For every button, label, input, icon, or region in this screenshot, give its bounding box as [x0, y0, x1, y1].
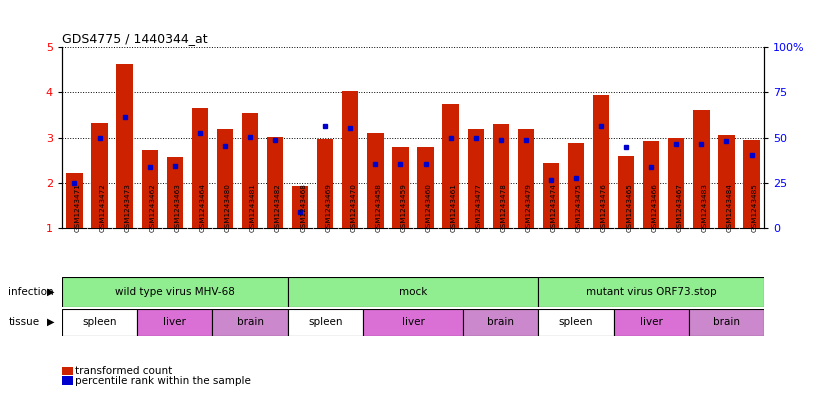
- Text: GSM1243471: GSM1243471: [74, 183, 80, 231]
- Bar: [518, 129, 534, 228]
- Bar: [137, 309, 212, 336]
- Text: liver: liver: [640, 317, 662, 327]
- Bar: [392, 147, 409, 228]
- Bar: [643, 141, 659, 228]
- Text: GSM1243467: GSM1243467: [676, 183, 682, 231]
- Text: liver: liver: [164, 317, 186, 327]
- Text: spleen: spleen: [558, 317, 593, 327]
- Text: GSM1243482: GSM1243482: [275, 183, 281, 231]
- Bar: [212, 309, 287, 336]
- Bar: [693, 110, 710, 228]
- Text: ▶: ▶: [47, 287, 55, 297]
- Bar: [539, 309, 614, 336]
- Text: GSM1243485: GSM1243485: [752, 183, 757, 231]
- Bar: [267, 137, 283, 228]
- Text: GSM1243473: GSM1243473: [125, 183, 131, 231]
- Text: percentile rank within the sample: percentile rank within the sample: [75, 376, 251, 386]
- Text: spleen: spleen: [308, 317, 343, 327]
- Text: GSM1243462: GSM1243462: [150, 183, 156, 231]
- Text: GSM1243477: GSM1243477: [476, 183, 482, 231]
- Bar: [417, 147, 434, 228]
- Bar: [539, 277, 764, 307]
- Bar: [719, 135, 734, 228]
- Text: GSM1243483: GSM1243483: [701, 183, 707, 231]
- Text: GSM1243478: GSM1243478: [501, 183, 507, 231]
- Text: GSM1243480: GSM1243480: [225, 183, 231, 231]
- Bar: [463, 309, 539, 336]
- Text: GSM1243472: GSM1243472: [100, 183, 106, 231]
- Text: GSM1243468: GSM1243468: [300, 183, 306, 231]
- Text: GSM1243476: GSM1243476: [601, 183, 607, 231]
- Text: GSM1243474: GSM1243474: [551, 183, 557, 231]
- Text: tissue: tissue: [8, 317, 40, 327]
- Text: GSM1243475: GSM1243475: [576, 183, 582, 231]
- Text: GSM1243463: GSM1243463: [175, 183, 181, 231]
- Bar: [543, 163, 559, 228]
- Text: GDS4775 / 1440344_at: GDS4775 / 1440344_at: [62, 32, 207, 45]
- Text: liver: liver: [401, 317, 425, 327]
- Bar: [116, 64, 133, 228]
- Bar: [443, 104, 458, 228]
- Text: infection: infection: [8, 287, 54, 297]
- Bar: [317, 139, 334, 228]
- Bar: [468, 129, 484, 228]
- Bar: [167, 156, 183, 228]
- Text: spleen: spleen: [83, 317, 116, 327]
- Bar: [92, 123, 107, 228]
- Text: GSM1243465: GSM1243465: [626, 183, 632, 231]
- Text: wild type virus MHV-68: wild type virus MHV-68: [115, 287, 235, 297]
- Text: GSM1243458: GSM1243458: [375, 183, 382, 231]
- Bar: [743, 140, 760, 228]
- Bar: [62, 309, 137, 336]
- Text: GSM1243479: GSM1243479: [526, 183, 532, 231]
- Text: GSM1243470: GSM1243470: [350, 183, 356, 231]
- Bar: [567, 143, 584, 228]
- Text: GSM1243481: GSM1243481: [250, 183, 256, 231]
- Text: GSM1243469: GSM1243469: [325, 183, 331, 231]
- Bar: [492, 124, 509, 228]
- Text: GSM1243464: GSM1243464: [200, 183, 206, 231]
- Text: brain: brain: [713, 317, 740, 327]
- Bar: [668, 138, 685, 228]
- Bar: [141, 150, 158, 228]
- Text: ▶: ▶: [47, 317, 55, 327]
- Bar: [242, 113, 259, 228]
- Bar: [614, 309, 689, 336]
- Text: brain: brain: [236, 317, 263, 327]
- Text: GSM1243466: GSM1243466: [651, 183, 657, 231]
- Bar: [216, 129, 233, 228]
- Bar: [368, 133, 383, 228]
- Bar: [292, 186, 308, 228]
- Bar: [66, 173, 83, 228]
- Bar: [287, 277, 539, 307]
- Text: GSM1243460: GSM1243460: [425, 183, 431, 231]
- Bar: [192, 108, 208, 228]
- Text: GSM1243461: GSM1243461: [451, 183, 457, 231]
- Text: brain: brain: [487, 317, 515, 327]
- Bar: [62, 277, 287, 307]
- Text: GSM1243459: GSM1243459: [401, 183, 406, 231]
- Text: GSM1243484: GSM1243484: [726, 183, 733, 231]
- Bar: [363, 309, 463, 336]
- Bar: [287, 309, 363, 336]
- Bar: [618, 156, 634, 228]
- Text: mock: mock: [399, 287, 427, 297]
- Text: mutant virus ORF73.stop: mutant virus ORF73.stop: [586, 287, 716, 297]
- Bar: [342, 92, 358, 228]
- Bar: [593, 95, 610, 228]
- Bar: [689, 309, 764, 336]
- Text: transformed count: transformed count: [75, 366, 173, 376]
